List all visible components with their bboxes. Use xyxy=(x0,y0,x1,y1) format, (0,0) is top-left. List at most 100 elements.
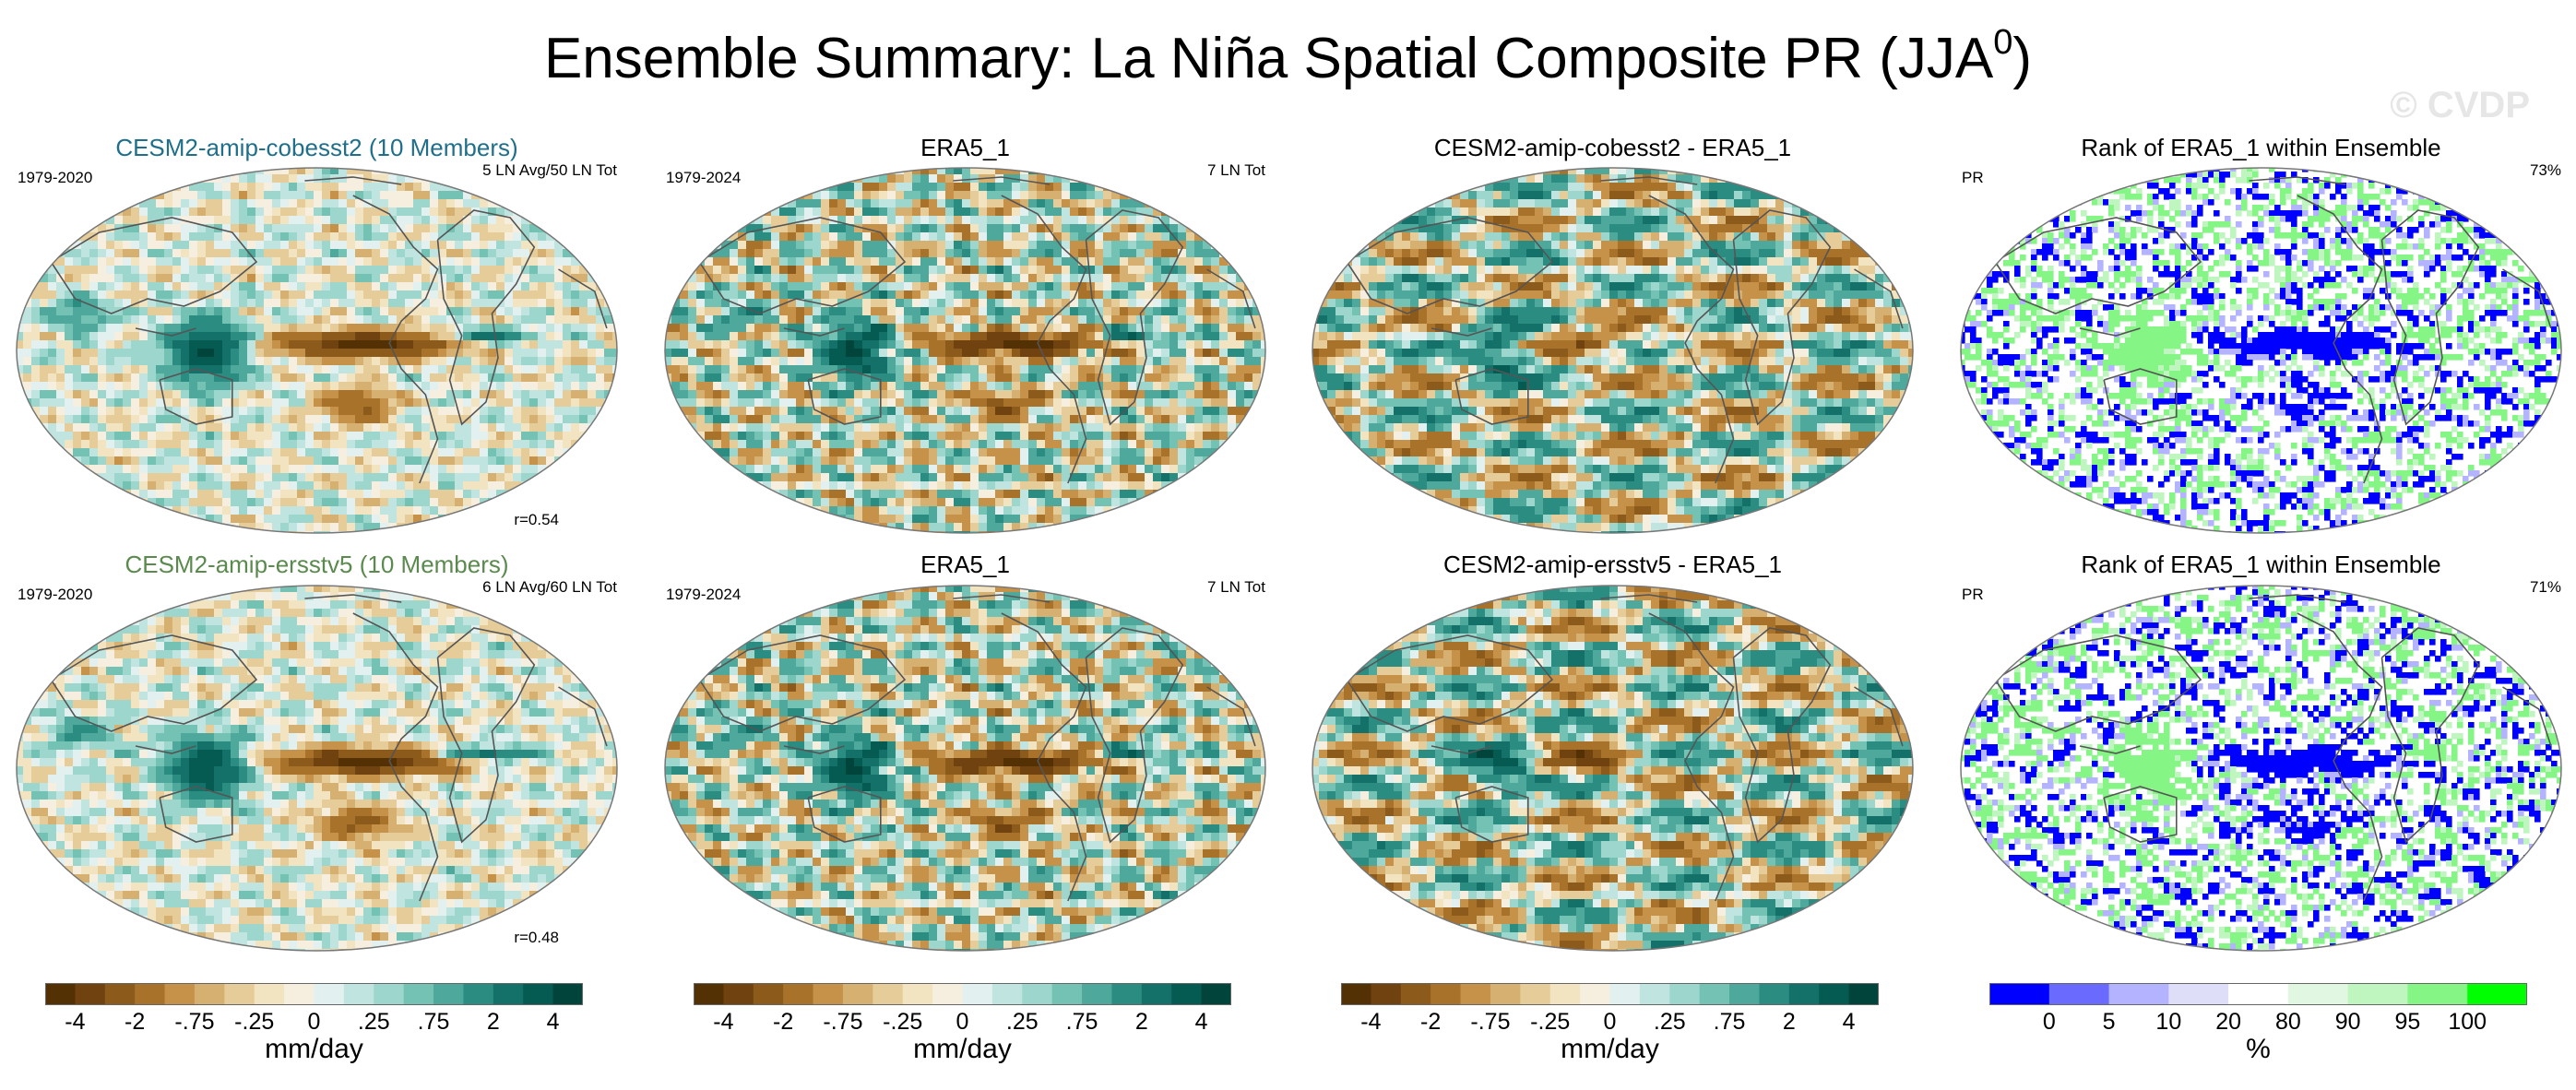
colorbar-tick-label: -.75 xyxy=(823,1009,862,1036)
colorbar-swatch xyxy=(104,983,136,1005)
coastline xyxy=(159,786,233,843)
coastline xyxy=(1994,634,2202,732)
colorbar-swatch xyxy=(523,983,554,1005)
colorbar-swatch xyxy=(1490,983,1521,1005)
panel-period-label: PR xyxy=(1962,169,1984,187)
panel-title: CESM2-amip-ersstv5 (10 Members) xyxy=(15,551,619,579)
coastline xyxy=(304,176,402,185)
panel-count-label: 73% xyxy=(2530,161,2561,180)
coastline xyxy=(1454,786,1529,843)
colorbar-swatch xyxy=(1400,983,1431,1005)
coastline xyxy=(436,627,536,844)
colorbar-tick-label: -4 xyxy=(65,1009,85,1036)
colorbar-tick-label: 0 xyxy=(2043,1009,2056,1036)
coastline xyxy=(1206,686,1256,747)
colorbar-swatch xyxy=(552,983,583,1005)
colorbar-tick-label: 10 xyxy=(2155,1009,2181,1036)
colorbar-swatch xyxy=(694,983,724,1005)
colorbar xyxy=(694,983,1231,1005)
colorbar-swatch xyxy=(2108,983,2169,1005)
colorbar-tick-label: -2 xyxy=(1420,1009,1441,1036)
colorbar-swatch xyxy=(493,983,524,1005)
colorbar-swatch xyxy=(1819,983,1850,1005)
coastline xyxy=(1854,686,1904,747)
colorbar-tick-label: .75 xyxy=(418,1009,450,1036)
colorbar-swatch xyxy=(2168,983,2229,1005)
coastline xyxy=(352,195,439,484)
colorbar-swatch xyxy=(403,983,434,1005)
colorbar-swatch xyxy=(873,983,904,1005)
coastline xyxy=(2297,612,2383,902)
coastline xyxy=(50,634,258,732)
colorbar-swatch xyxy=(813,983,844,1005)
colorbar-swatch xyxy=(1848,983,1879,1005)
colorbar-swatch xyxy=(2347,983,2408,1005)
coastline xyxy=(783,745,845,754)
colorbar-swatch xyxy=(753,983,784,1005)
precip-map xyxy=(1312,585,1914,952)
panel-title: CESM2-amip-cobesst2 (10 Members) xyxy=(15,134,619,162)
coastline xyxy=(135,327,196,337)
colorbar-tick-label: 20 xyxy=(2215,1009,2241,1036)
coastline xyxy=(1430,745,1492,754)
panel-title: CESM2-amip-cobesst2 - ERA5_1 xyxy=(1311,134,1915,162)
coastline xyxy=(1346,217,1554,314)
panel-title: Rank of ERA5_1 within Ensemble xyxy=(1959,551,2563,579)
coastline xyxy=(1001,195,1087,484)
colorbar-swatch xyxy=(284,983,315,1005)
colorbar-tick-label: -4 xyxy=(713,1009,733,1036)
coastline xyxy=(1732,627,1832,844)
coastline xyxy=(2380,209,2480,426)
colorbar-swatch xyxy=(314,983,345,1005)
colorbar-tick-label: .75 xyxy=(1714,1009,1746,1036)
coastline xyxy=(436,209,536,426)
colorbar-tick-label: -2 xyxy=(773,1009,793,1036)
coastline xyxy=(1600,594,1698,603)
colorbar-swatch xyxy=(1022,983,1053,1005)
coastline xyxy=(783,327,845,337)
colorbar xyxy=(1341,983,1879,1005)
colorbar-swatch xyxy=(1989,983,2050,1005)
precip-map xyxy=(1960,585,2562,952)
colorbar-swatch xyxy=(463,983,494,1005)
colorbar-swatch xyxy=(135,983,166,1005)
coastline xyxy=(1854,268,1904,329)
precip-map xyxy=(1960,167,2562,534)
colorbar-swatch xyxy=(2407,983,2468,1005)
coastline xyxy=(1994,217,2202,314)
colorbar-tick-label: 4 xyxy=(1843,1009,1856,1036)
colorbar-swatch xyxy=(75,983,106,1005)
coastline xyxy=(2380,627,2480,844)
panel-period-label: 1979-2020 xyxy=(18,586,92,604)
colorbar-tick-label: 2 xyxy=(1135,1009,1148,1036)
figure-title: Ensemble Summary: La Niña Spatial Compos… xyxy=(0,23,2576,91)
precip-map xyxy=(664,585,1266,952)
colorbar-swatch xyxy=(1141,983,1172,1005)
colorbar-tick-label: 0 xyxy=(956,1009,969,1036)
colorbar-swatch xyxy=(1520,983,1551,1005)
colorbar-swatch xyxy=(1549,983,1581,1005)
coastline xyxy=(807,786,882,843)
colorbar-swatch xyxy=(1051,983,1083,1005)
panel-correlation-label: r=0.48 xyxy=(514,929,559,947)
colorbar-swatch xyxy=(2287,983,2349,1005)
panel-period-label: PR xyxy=(1962,586,1984,604)
colorbar-swatch xyxy=(1609,983,1641,1005)
colorbar-unit: % xyxy=(1989,1034,2527,1065)
coastline xyxy=(50,217,258,314)
coastline xyxy=(1600,176,1698,185)
colorbar-tick-label: 90 xyxy=(2335,1009,2361,1036)
coastline xyxy=(1648,612,1735,902)
precip-map xyxy=(1312,167,1914,534)
panel-correlation-label: r=0.54 xyxy=(514,511,559,529)
coastline xyxy=(304,594,402,603)
coastline xyxy=(159,368,233,425)
coastline xyxy=(1001,612,1087,902)
coastline xyxy=(1454,368,1529,425)
coastline xyxy=(558,686,608,747)
colorbar-swatch xyxy=(1201,983,1231,1005)
colorbar-unit: mm/day xyxy=(1341,1034,1879,1065)
panel-period-label: 1979-2020 xyxy=(18,169,92,187)
colorbar-tick-label: .25 xyxy=(358,1009,390,1036)
